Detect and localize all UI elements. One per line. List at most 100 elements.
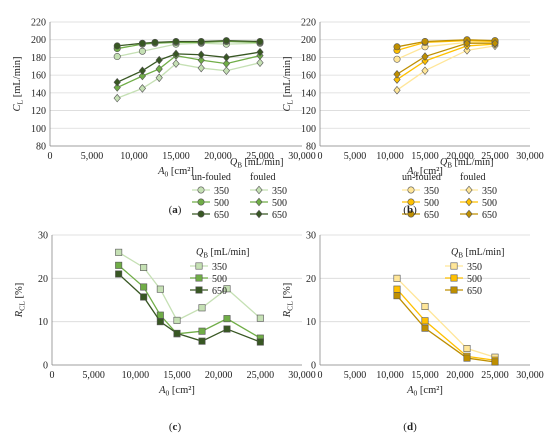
- data-point-350: [393, 55, 401, 63]
- data-point-500: [223, 315, 231, 323]
- legend-marker: [195, 286, 203, 294]
- data-point-650: [393, 43, 401, 51]
- data-point-650: [491, 358, 499, 366]
- legend-marker: [465, 209, 473, 219]
- legend-title: QB [mL/min]: [451, 247, 504, 260]
- y-tick-label: 120: [301, 106, 316, 117]
- data-point-650: [140, 293, 148, 301]
- series-line-650: [396, 42, 495, 75]
- legend-label: 350: [214, 186, 229, 197]
- data-point-650: [156, 318, 164, 326]
- chart-panel-1: 80 100 120 140 160 180 200 220 0 5,000 10,000 15,00…: [12, 18, 316, 222]
- y-tick-label: 80: [306, 142, 316, 153]
- series-line-650: [396, 39, 496, 48]
- data-point-350: [156, 285, 164, 293]
- y-tick-label: 140: [301, 88, 316, 99]
- x-tick-label: 15,000: [411, 151, 439, 162]
- data-point-650: [155, 55, 163, 65]
- legend-marker: [465, 197, 473, 207]
- x-tick-label: 25,000: [247, 370, 275, 381]
- legend-title: QB [mL/min]: [196, 247, 249, 260]
- data-point-650: [463, 354, 471, 362]
- data-point-650: [256, 37, 264, 45]
- legend-label: 500: [467, 274, 482, 285]
- x-tick-label: 30,000: [516, 370, 544, 381]
- data-point-500: [155, 64, 163, 74]
- legend-marker: [197, 210, 205, 218]
- data-point-350: [140, 263, 148, 271]
- data-point-500: [393, 75, 401, 84]
- legend-title: QB [mL/min]: [230, 157, 283, 170]
- panel-caption: (b): [403, 204, 417, 216]
- data-point-650: [173, 329, 181, 337]
- legend-marker: [255, 209, 263, 219]
- y-tick-label: 160: [31, 71, 46, 82]
- series-line-500: [396, 288, 496, 361]
- legend-group-unfouled: un-fouled: [192, 172, 231, 183]
- x-axis-title: A0 [cm²]: [406, 166, 443, 179]
- legend-marker: [450, 286, 458, 294]
- legend-group-fouled: fouled: [250, 172, 276, 183]
- x-tick-label: 30,000: [288, 370, 316, 381]
- panel-caption: (c): [169, 421, 182, 433]
- data-point-650: [172, 49, 180, 59]
- data-point-650: [421, 324, 429, 332]
- legend-label: 650: [272, 210, 287, 221]
- series-line-350: [396, 45, 496, 91]
- legend-label: 650: [482, 210, 497, 221]
- legend-label: 650: [212, 286, 227, 297]
- data-point-500: [393, 285, 401, 293]
- data-point-350: [198, 304, 206, 312]
- x-tick-label: 15,000: [163, 370, 191, 381]
- data-point-650: [198, 337, 206, 345]
- data-point-500: [140, 283, 148, 291]
- series-line-500: [118, 264, 261, 339]
- x-tick-label: 10,000: [120, 151, 148, 162]
- legend-label: 500: [214, 198, 229, 209]
- chart-panel-3: 0 10 20 30 0 5,000 10,000 15,000 20,000 25,000 30,…: [14, 231, 316, 434]
- data-point-650: [113, 42, 121, 50]
- legend-group-fouled: fouled: [460, 172, 486, 183]
- legend-label: 350: [272, 186, 287, 197]
- y-tick-label: 20: [38, 274, 48, 285]
- data-point-650: [421, 52, 429, 61]
- data-point-650: [393, 292, 401, 300]
- x-tick-label: 5,000: [81, 151, 104, 162]
- series-line-500: [116, 54, 261, 89]
- x-tick-label: 0: [318, 151, 323, 162]
- x-tick-label: 0: [318, 370, 323, 381]
- data-point-650: [172, 37, 180, 45]
- legend-label: 350: [482, 186, 497, 197]
- y-tick-label: 30: [306, 231, 316, 242]
- legend-label: 500: [272, 198, 287, 209]
- series-line-350: [396, 41, 495, 60]
- data-point-350: [223, 285, 231, 293]
- y-tick-label: 180: [31, 53, 46, 64]
- x-tick-label: 0: [48, 151, 53, 162]
- y-tick-label: 160: [301, 71, 316, 82]
- y-tick-label: 140: [31, 88, 46, 99]
- chart-panel-4: 0 10 20 30 0 5,000 10,000 15,000 20,000 25,000 30,…: [282, 231, 544, 434]
- x-tick-label: 25,000: [481, 151, 509, 162]
- data-point-350: [172, 59, 180, 68]
- y-tick-label: 30: [38, 231, 48, 242]
- data-point-350: [115, 248, 123, 256]
- data-point-650: [463, 38, 471, 48]
- legend-label: 650: [467, 286, 482, 297]
- legend-label: 500: [424, 198, 439, 209]
- legend-marker: [450, 262, 458, 270]
- series-line-500: [117, 40, 261, 50]
- data-point-350: [197, 63, 205, 73]
- data-point-350: [421, 66, 429, 75]
- x-tick-label: 30,000: [288, 151, 316, 162]
- y-tick-label: 180: [301, 53, 316, 64]
- legend-title: QB [mL/min]: [440, 157, 493, 170]
- legend-label: 500: [482, 198, 497, 209]
- legend-label: 350: [467, 262, 482, 273]
- x-axis-title: A0 [cm²]: [406, 385, 443, 398]
- data-point-650: [197, 37, 205, 45]
- x-tick-label: 5,000: [82, 370, 105, 381]
- legend-marker: [407, 210, 415, 218]
